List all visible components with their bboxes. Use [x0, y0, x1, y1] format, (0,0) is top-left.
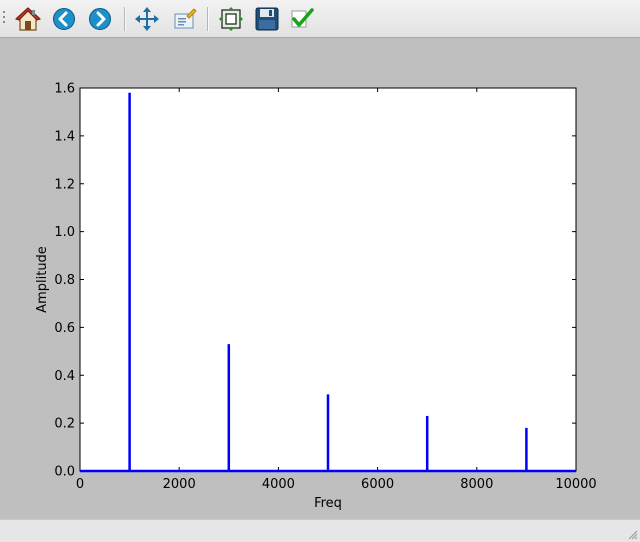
home-icon — [15, 7, 41, 31]
y-axis: 0.0 0.2 0.4 0.6 0.8 1.0 1.2 1.4 1.6 — [54, 82, 576, 480]
data-series — [80, 92, 576, 473]
save-floppy-icon — [255, 7, 279, 31]
zoom-rect-icon — [174, 8, 197, 29]
resize-grip-icon[interactable] — [628, 530, 638, 540]
edit-parameters-button[interactable] — [287, 4, 317, 34]
y-tick-label: 0.2 — [54, 417, 75, 432]
amplitude-frequency-chart: 0 2000 4000 6000 8000 10000 0.0 0.2 0.4 0.6 0.8 1.… — [35, 82, 597, 512]
toolbar-grip[interactable] — [3, 11, 6, 27]
y-tick-label: 1.0 — [54, 225, 75, 240]
x-tick-label: 10000 — [555, 477, 596, 492]
zoom-button[interactable] — [170, 4, 200, 34]
configure-subplots-icon — [219, 7, 243, 31]
save-button[interactable] — [252, 4, 282, 34]
figure-canvas[interactable]: 0 2000 4000 6000 8000 10000 0.0 0.2 0.4 0.6 0.8 1.… — [0, 39, 640, 519]
x-axis: 0 2000 4000 6000 8000 10000 — [76, 88, 597, 492]
navigation-toolbar — [0, 0, 640, 38]
back-button[interactable] — [49, 4, 79, 34]
forward-button[interactable] — [85, 4, 115, 34]
y-tick-label: 1.2 — [54, 177, 75, 192]
x-tick-label: 4000 — [262, 477, 295, 492]
status-bar — [0, 519, 640, 542]
edit-check-icon — [291, 8, 314, 28]
home-button[interactable] — [13, 4, 43, 34]
x-tick-label: 6000 — [361, 477, 394, 492]
y-tick-label: 1.6 — [54, 82, 75, 97]
forward-arrow-icon — [89, 8, 111, 30]
x-tick-label: 0 — [76, 477, 84, 492]
y-tick-label: 0.0 — [54, 465, 75, 480]
pan-button[interactable] — [132, 4, 162, 34]
back-arrow-icon — [53, 8, 75, 30]
x-tick-label: 8000 — [460, 477, 493, 492]
y-tick-label: 0.6 — [54, 321, 75, 336]
subplots-button[interactable] — [216, 4, 246, 34]
toolbar-separator — [207, 7, 209, 31]
y-axis-label: Amplitude — [35, 246, 50, 313]
y-tick-label: 0.4 — [54, 369, 75, 384]
y-tick-label: 0.8 — [54, 273, 75, 288]
x-tick-label: 2000 — [163, 477, 196, 492]
pan-move-icon — [135, 7, 159, 31]
y-tick-label: 1.4 — [54, 129, 75, 144]
x-axis-label: Freq — [314, 496, 342, 511]
toolbar-separator — [124, 7, 126, 31]
